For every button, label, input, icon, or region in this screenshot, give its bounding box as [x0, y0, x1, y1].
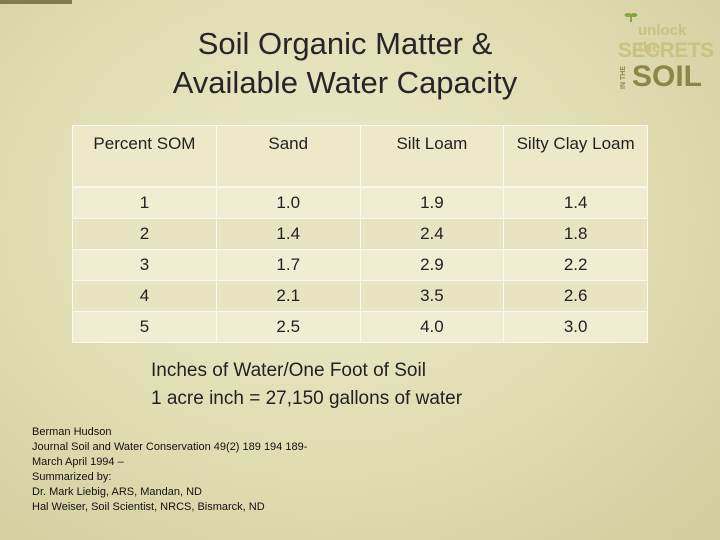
table-cell: 1.9	[359, 186, 505, 219]
table-cell: 1.7	[215, 249, 361, 281]
title-line-1: Soil Organic Matter &	[197, 26, 493, 61]
table-cell: 2.6	[503, 280, 648, 312]
logo-secrets: SECRETS	[618, 39, 714, 62]
table-cell: 3	[72, 249, 217, 281]
table-cell: 2.5	[215, 311, 361, 343]
citation-line: Hal Weiser, Soil Scientist, NRCS, Bismar…	[32, 501, 265, 513]
table-row: 3 1.7 2.9 2.2	[72, 249, 648, 281]
table-cell: 1.4	[503, 186, 648, 219]
citation-line: Journal Soil and Water Conservation 49(2…	[32, 441, 308, 453]
table-cell: 2.2	[503, 249, 648, 281]
table-row: 1 1.0 1.9 1.4	[72, 186, 648, 219]
logo-soil: SOIL	[632, 60, 703, 93]
citation-line: March April 1994 –	[32, 456, 124, 468]
table-header-row: Percent SOM Sand Silt Loam Silty Clay Lo…	[72, 125, 648, 188]
table-cell: 1.4	[215, 218, 361, 250]
table-cell: 2.9	[359, 249, 505, 281]
slide-title: Soil Organic Matter & Available Water Ca…	[100, 24, 590, 102]
units-note: Inches of Water/One Foot of Soil 1 acre …	[151, 357, 462, 413]
top-accent-bar	[0, 0, 72, 4]
water-capacity-table: Percent SOM Sand Silt Loam Silty Clay Lo…	[72, 125, 648, 343]
logo-tagline: unlock the	[638, 22, 687, 56]
logo-in-the: IN THE	[620, 66, 627, 89]
column-header: Silt Loam	[359, 125, 505, 188]
units-note-line-1: Inches of Water/One Foot of Soil	[151, 360, 426, 381]
table-row: 2 1.4 2.4 1.8	[72, 218, 648, 250]
table-cell: 4.0	[359, 311, 505, 343]
table-cell: 2	[72, 218, 217, 250]
source-citation: Berman Hudson Journal Soil and Water Con…	[32, 425, 307, 515]
units-note-line-2: 1 acre inch = 27,150 gallons of water	[151, 388, 463, 409]
table-cell: 3.0	[503, 311, 648, 343]
table-row: 5 2.5 4.0 3.0	[72, 311, 648, 343]
table-cell: 1.0	[215, 186, 361, 219]
citation-line: Summarized by:	[32, 471, 112, 483]
citation-line: Berman Hudson	[32, 426, 112, 438]
table-cell: 1	[72, 186, 217, 219]
table-cell: 1.8	[503, 218, 648, 250]
table-cell: 2.1	[215, 280, 361, 312]
column-header: Silty Clay Loam	[503, 125, 648, 188]
table-cell: 5	[72, 311, 217, 343]
table-cell: 4	[72, 280, 217, 312]
unlock-the-secrets-logo: unlock the SECRETS IN THE SOIL	[612, 8, 714, 100]
column-header: Percent SOM	[72, 125, 217, 188]
table-cell: 2.4	[359, 218, 505, 250]
table-row: 4 2.1 3.5 2.6	[72, 280, 648, 312]
column-header: Sand	[215, 125, 361, 188]
citation-line: Dr. Mark Liebig, ARS, Mandan, ND	[32, 486, 202, 498]
table-cell: 3.5	[359, 280, 505, 312]
title-line-2: Available Water Capacity	[172, 65, 518, 100]
sprout-icon	[624, 13, 638, 22]
